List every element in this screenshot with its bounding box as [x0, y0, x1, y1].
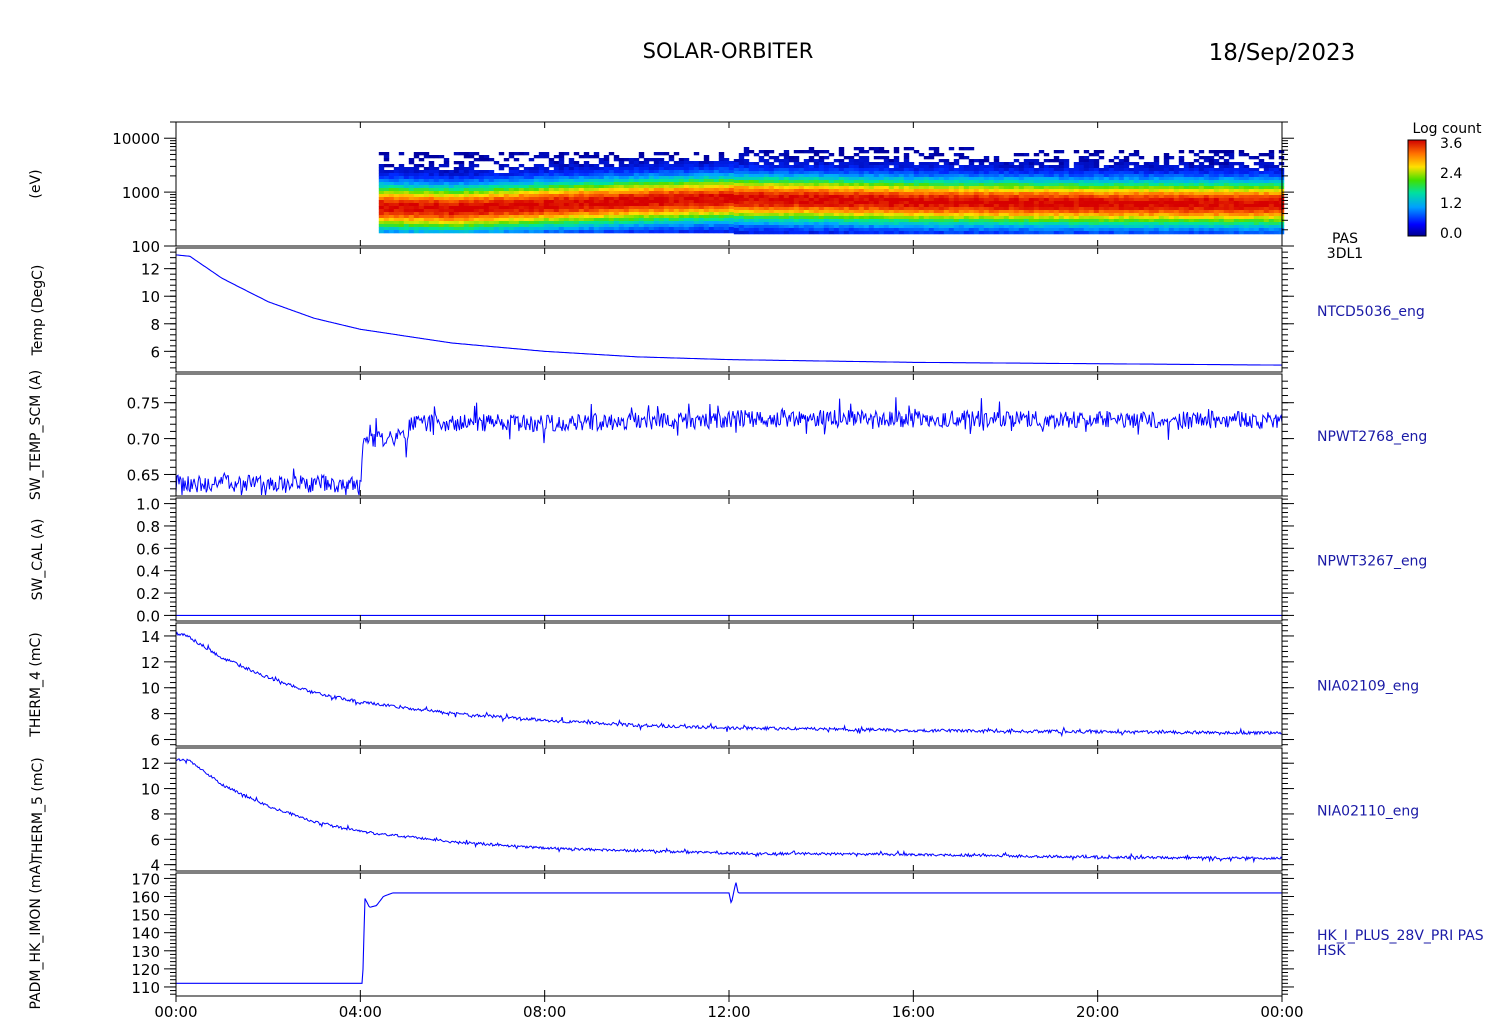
y-tick-label: 170: [131, 870, 160, 888]
y-tick-label: 0.75: [127, 395, 160, 413]
spectrogram: [378, 147, 1285, 235]
panel-side-label: NIA02109_eng: [1317, 679, 1419, 695]
colorbar-tick-label: 0.0: [1440, 226, 1462, 242]
y-axis-label: Temp (DegC): [30, 265, 46, 357]
x-tick-label: 00:00: [1260, 1003, 1303, 1020]
colorbar: Log count 3.6 2.4 1.2 0.0: [1407, 121, 1482, 242]
y-tick-label: 150: [131, 907, 160, 925]
panel-frame: [175, 872, 1283, 997]
y-tick-label: 0.8: [136, 518, 160, 536]
y-tick-label: 10: [141, 680, 160, 698]
series-line: [175, 758, 1283, 864]
y-tick-label: 0.65: [127, 466, 160, 484]
y-tick-label: 0.4: [136, 563, 160, 581]
colorbar-tick-label: 3.6: [1440, 136, 1462, 152]
y-axis-label: (eV): [28, 169, 44, 198]
panel-side-label: NTCD5036_eng: [1317, 304, 1425, 320]
y-tick-label: 120: [131, 961, 160, 979]
y-tick-label: 14: [141, 628, 160, 646]
colorbar-title: Log count: [1413, 121, 1482, 137]
series-line: [175, 631, 1283, 738]
y-tick-label: 6: [150, 831, 160, 849]
panel-5: 12 10 8 6 4 NIA02110_eng THERM_5 (mC): [30, 747, 1419, 875]
panel-3: 1.0 0.8 0.6 0.4 0.2 0.0 NPWT3267_eng SW_CAL (A): [30, 496, 1427, 626]
y-axis-label: THERM_5 (mC): [30, 757, 46, 862]
panel-frame: [175, 247, 1283, 373]
x-tick-label: 20:00: [1076, 1003, 1119, 1020]
y-tick-label: 10: [141, 781, 160, 799]
panel-side-label: NIA02110_eng: [1317, 804, 1419, 820]
time-axis: 00:00 04:00 08:00 12:00 16:00 20:00 00:00: [154, 996, 1304, 1020]
panel-side-label: 3DL1: [1327, 246, 1363, 262]
panel-1: 12 10 8 6 NTCD5036_eng Temp (DegC): [30, 247, 1425, 373]
panel-side-label: NPWT3267_eng: [1317, 554, 1427, 570]
y-tick-label: 4: [150, 857, 160, 875]
panel-2: 0.75 0.70 0.65 NPWT2768_eng SW_TEMP_SCM (A): [28, 370, 1427, 500]
colorbar-tick-label: 2.4: [1440, 166, 1462, 182]
x-tick-label: 16:00: [892, 1003, 935, 1020]
y-tick-label: 6: [150, 732, 160, 750]
series-line: [176, 882, 1282, 984]
y-tick-label: 12: [141, 755, 160, 773]
y-axis-label: SW_TEMP_SCM (A): [28, 370, 44, 500]
panel-side-label: PAS: [1332, 231, 1358, 247]
x-tick-label: 00:00: [154, 1003, 197, 1020]
panel-frame: [175, 497, 1283, 622]
panel-side-label: HK_I_PLUS_28V_PRI PAS: [1317, 928, 1484, 944]
y-tick-label: 0.6: [136, 540, 160, 558]
y-tick-label: 0.2: [136, 585, 160, 603]
y-tick-label: 0.0: [136, 607, 160, 625]
plot-date: 18/Sep/2023: [1209, 40, 1356, 66]
y-tick-label: 12: [141, 654, 160, 672]
panel-frame: [175, 373, 1283, 497]
y-tick-label: 8: [150, 806, 160, 824]
colorbar-tick-label: 1.2: [1440, 196, 1462, 212]
series-line: [175, 397, 1283, 496]
x-tick-label: 08:00: [523, 1003, 566, 1020]
x-tick-label: 04:00: [339, 1003, 382, 1020]
panel-side-label: NPWT2768_eng: [1317, 429, 1427, 445]
colorbar-scale: [1407, 139, 1427, 237]
y-tick-label: 1.0: [136, 496, 160, 514]
y-tick-label: 110: [131, 979, 160, 997]
y-tick-label: 1000: [122, 184, 160, 202]
y-axis-label: SW_CAL (A): [30, 519, 46, 601]
y-tick-label: 10000: [112, 130, 160, 148]
y-tick-label: 140: [131, 925, 160, 943]
y-tick-label: 160: [131, 889, 160, 907]
y-tick-label: 10: [141, 288, 160, 306]
y-axis-label: THERM_4 (mC): [28, 632, 44, 737]
series-line: [175, 254, 1282, 366]
y-tick-label: 130: [131, 943, 160, 961]
y-axis-label: PADM_HK_IMON (mA): [28, 860, 44, 1010]
plot-title: SOLAR-ORBITER: [643, 39, 814, 63]
y-tick-label: 12: [141, 261, 160, 279]
y-tick-label: 6: [150, 343, 160, 361]
x-tick-label: 12:00: [707, 1003, 750, 1020]
y-tick-label: 8: [150, 706, 160, 724]
y-tick-label: 8: [150, 316, 160, 334]
y-tick-label: 100: [131, 238, 160, 256]
y-tick-label: 0.70: [127, 431, 160, 449]
panel-side-label: HSK: [1317, 943, 1346, 959]
panel-frame: [175, 747, 1283, 872]
panel-4: 14 12 10 8 6 NIA02109_eng THERM_4 (mC): [28, 622, 1419, 750]
